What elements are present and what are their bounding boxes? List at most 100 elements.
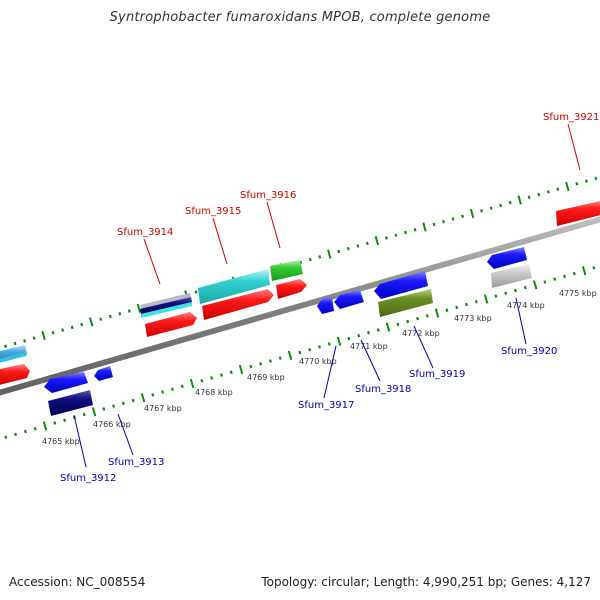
forward-strand-dot (346, 247, 350, 251)
forward-strand-major-tick (374, 236, 380, 246)
reverse-strand-dot (102, 407, 106, 411)
reverse-strand-dot (563, 274, 566, 279)
gene-feature-sfum-3913[interactable] (94, 366, 113, 381)
gene-feature-sfum-3916[interactable] (270, 260, 303, 281)
forward-strand-dot (299, 260, 303, 265)
reverse-strand-dot (445, 308, 449, 312)
reverse-strand-dot (4, 435, 8, 439)
leader-sfum-3919 (413, 325, 434, 369)
forward-strand-dot (4, 344, 7, 348)
reverse-strand-dot (396, 322, 400, 327)
reverse-strand-major-tick (532, 280, 538, 290)
gene-feature-sfum-3918[interactable] (374, 271, 428, 299)
reverse-strand-dot (494, 294, 498, 298)
reverse-strand-dot (592, 266, 596, 270)
reverse-strand-dot (170, 387, 174, 392)
gene-feature-sfum-3915[interactable] (198, 269, 270, 304)
forward-strand-dot (384, 236, 388, 240)
gene-label-sfum-3918[interactable]: Sfum_3918 (355, 384, 411, 395)
gene-feature-sfum-3921[interactable] (556, 200, 600, 226)
reverse-strand-dot (14, 432, 18, 437)
gene-label-sfum-3920[interactable]: Sfum_3920 (501, 346, 557, 357)
gene-feature-navy-2[interactable] (48, 390, 93, 416)
scale-labels: 4765 kbp 4766 kbp 4767 kbp 4768 kbp 4769… (42, 289, 597, 446)
forward-strand-dot (365, 241, 369, 246)
reverse-strand-major-tick (287, 350, 293, 360)
reverse-strand-dot (23, 429, 27, 434)
forward-strand-major-tick (469, 208, 475, 219)
reverse-strand-major-tick (91, 407, 97, 417)
forward-strand-dot (461, 214, 465, 218)
forward-strand-dot (118, 312, 122, 316)
reverse-strand-major-tick (336, 336, 342, 346)
forward-strand-dot (413, 228, 417, 232)
gene-feature-sfum-3920[interactable] (487, 247, 527, 269)
gene-label-sfum-3921[interactable]: Sfum_3921 (543, 112, 599, 123)
reverse-strand-major-tick (140, 393, 146, 403)
reverse-strand-dot (298, 350, 302, 355)
tick-label-4774: 4774 kbp (507, 301, 545, 310)
reverse-strand-major-tick (581, 266, 587, 276)
forward-strand-dot (451, 217, 455, 221)
gene-feature-gray-2[interactable] (491, 264, 532, 288)
length-label: Length: (373, 575, 420, 589)
gene-feature-cyan-stripe[interactable] (141, 302, 192, 318)
gene-feature-sky[interactable] (0, 345, 27, 362)
backbone (0, 216, 600, 396)
forward-strand-major-tick (136, 303, 142, 313)
accession-value: NC_008554 (76, 575, 146, 589)
leader-sfum-3914 (143, 238, 161, 285)
forward-strand-dots (4, 176, 598, 348)
gene-feature-sfum-3917[interactable] (317, 297, 334, 314)
reverse-strand-dot (151, 393, 155, 397)
tick-label-4772: 4772 kbp (402, 329, 440, 338)
gene-feature-sfum-3919[interactable] (378, 289, 433, 317)
gene-label-sfum-3917[interactable]: Sfum_3917 (298, 400, 354, 411)
topology-label: Topology: (261, 575, 318, 589)
reverse-strand-major-tick (483, 294, 489, 304)
forward-strand-major-tick (89, 317, 94, 327)
forward-strand-dot (51, 331, 55, 335)
gene-label-sfum-3912[interactable]: Sfum_3912 (60, 473, 116, 484)
reverse-strand-dot (308, 348, 312, 352)
length-value: 4,990,251 bp (422, 575, 503, 589)
reverse-strand-dot (572, 271, 576, 276)
reverse-strand-dot (357, 333, 361, 338)
gene-feature-red-3[interactable] (276, 279, 307, 299)
reverse-strand-genes (44, 247, 532, 416)
tick-label-4770: 4770 kbp (299, 357, 337, 366)
leader-sfum-3912 (73, 414, 87, 468)
forward-strand-dot (556, 187, 560, 191)
reverse-strand-dot (82, 412, 86, 417)
reverse-strand-dot (63, 418, 67, 422)
gene-label-sfum-3914[interactable]: Sfum_3914 (117, 227, 173, 238)
gene-feature-red[interactable] (0, 364, 30, 386)
gene-feature-navy[interactable] (140, 297, 192, 314)
leader-sfum-3916 (266, 201, 281, 249)
tick-label-4765: 4765 kbp (42, 437, 80, 446)
gene-label-sfum-3915[interactable]: Sfum_3915 (185, 206, 241, 217)
forward-strand-dot (127, 309, 131, 313)
forward-strand-dot (308, 257, 312, 262)
forward-strand-dot (489, 206, 493, 210)
gene-label-sfum-3916[interactable]: Sfum_3916 (240, 190, 296, 201)
gene-feature-sfum-3912[interactable] (44, 372, 88, 393)
gene-feature-sfum-3914[interactable] (145, 312, 197, 337)
reverse-strand-major-tick (238, 364, 244, 375)
gene-feature-gray[interactable] (140, 293, 191, 309)
reverse-strand-dot (553, 277, 557, 281)
forward-strand-major-tick (517, 195, 522, 205)
forward-strand-major-tick (327, 249, 332, 259)
gene-label-sfum-3919[interactable]: Sfum_3919 (409, 369, 465, 380)
gene-feature-red-2[interactable] (202, 289, 274, 320)
topology-value: circular (321, 575, 366, 589)
gene-label-sfum-3913[interactable]: Sfum_3913 (108, 457, 164, 468)
gene-feature-sky-2[interactable] (0, 352, 26, 364)
leader-sfum-3920 (515, 297, 527, 345)
gene-feature-blue-2[interactable] (334, 290, 364, 309)
reverse-strand-dot (210, 376, 214, 380)
reverse-strand-dot (33, 427, 37, 431)
reverse-strand-dot (278, 356, 282, 360)
leader-sfum-3917 (323, 345, 337, 399)
